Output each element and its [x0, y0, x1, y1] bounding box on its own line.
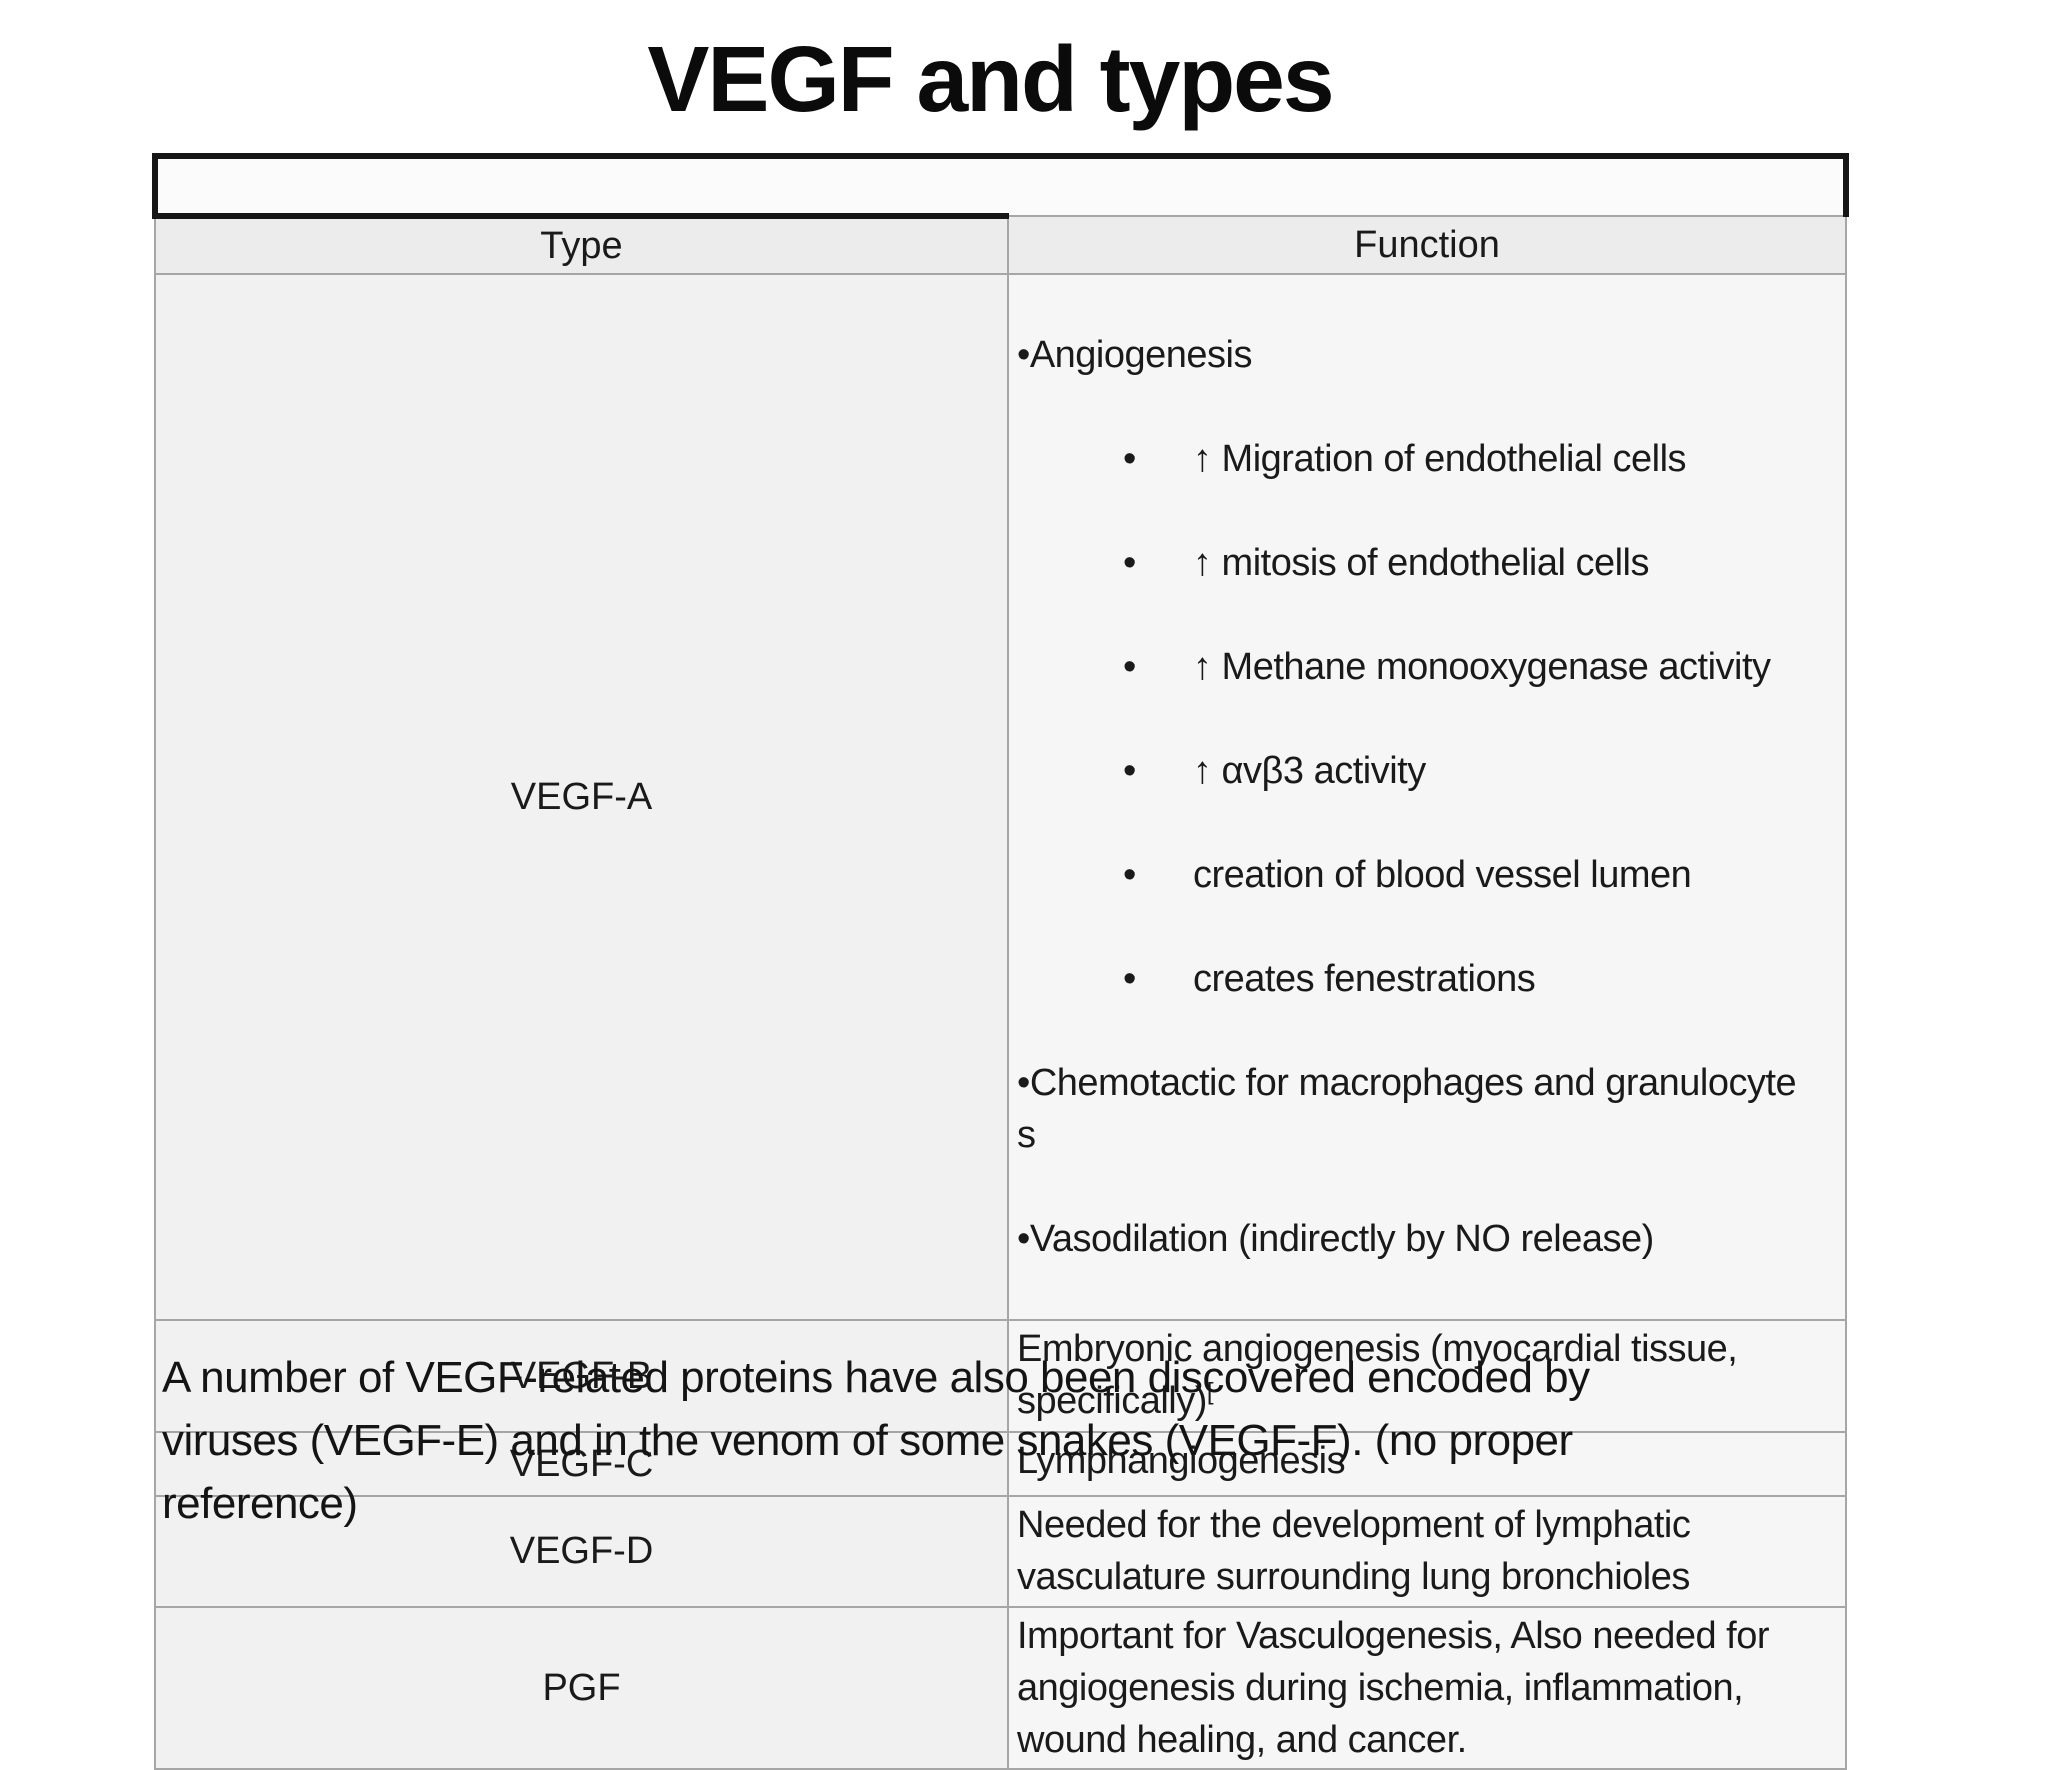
bullet-angiogenesis: Angiogenesis — [1017, 329, 1839, 381]
type-cell-pgf: PGF — [154, 1606, 1009, 1770]
function-cell-vegf-c: Lymphangiogenesis — [1007, 1431, 1847, 1497]
table-row-vegf-a: VEGF-A Angiogenesis ↑ Migration of endot… — [154, 273, 1847, 1321]
sub-bullet-avb3-activity: ↑ αvβ3 activity — [1017, 745, 1839, 797]
type-cell-vegf-b: VEGF-B — [154, 1319, 1009, 1433]
function-cell-pgf: Important for Vasculogenesis, Also neede… — [1007, 1606, 1847, 1770]
slide-title: VEGF and types — [647, 27, 1334, 131]
table-row-vegf-c: VEGF-C Lymphangiogenesis — [154, 1431, 1847, 1497]
function-cell-vegf-b: Embryonic angiogenesis (myocardial tissu… — [1007, 1319, 1847, 1433]
sub-bullet-mitosis: ↑ mitosis of endothelial cells — [1017, 537, 1839, 589]
vegf-b-function-text: Embryonic angiogenesis (myocardial tissu… — [1017, 1328, 1738, 1422]
sub-bullet-fenestrations: creates fenestrations — [1017, 953, 1839, 1005]
table-top-frame-row — [152, 153, 1849, 216]
table-column-header-row: Type Function — [154, 213, 1847, 275]
sub-bullet-blood-vessel-lumen: creation of blood vessel lumen — [1017, 849, 1839, 901]
type-cell-vegf-a: VEGF-A — [154, 273, 1009, 1321]
footer-note: A number of VEGF-related proteins have a… — [162, 1353, 1590, 1528]
type-cell-vegf-c: VEGF-C — [154, 1431, 1009, 1497]
bullet-vasodilation: Vasodilation (indirectly by NO release) — [1017, 1213, 1839, 1265]
empty-header-cell — [152, 153, 1849, 216]
reference-bracket: [ — [1206, 1378, 1214, 1406]
table-row-vegf-b: VEGF-B Embryonic angiogenesis (myocardia… — [154, 1319, 1847, 1433]
function-cell-vegf-a: Angiogenesis ↑ Migration of endothelial … — [1007, 273, 1847, 1321]
sub-bullet-methane-monooxygenase: ↑ Methane monooxygenase activity — [1017, 641, 1839, 693]
sub-bullet-migration: ↑ Migration of endothelial cells — [1017, 433, 1839, 485]
bullet-chemotactic: Chemotactic for macrophages and granuloc… — [1017, 1057, 1839, 1161]
table-row-pgf: PGF Important for Vasculogenesis, Also n… — [154, 1606, 1847, 1770]
column-header-type: Type — [154, 213, 1009, 275]
column-header-function: Function — [1007, 215, 1847, 275]
